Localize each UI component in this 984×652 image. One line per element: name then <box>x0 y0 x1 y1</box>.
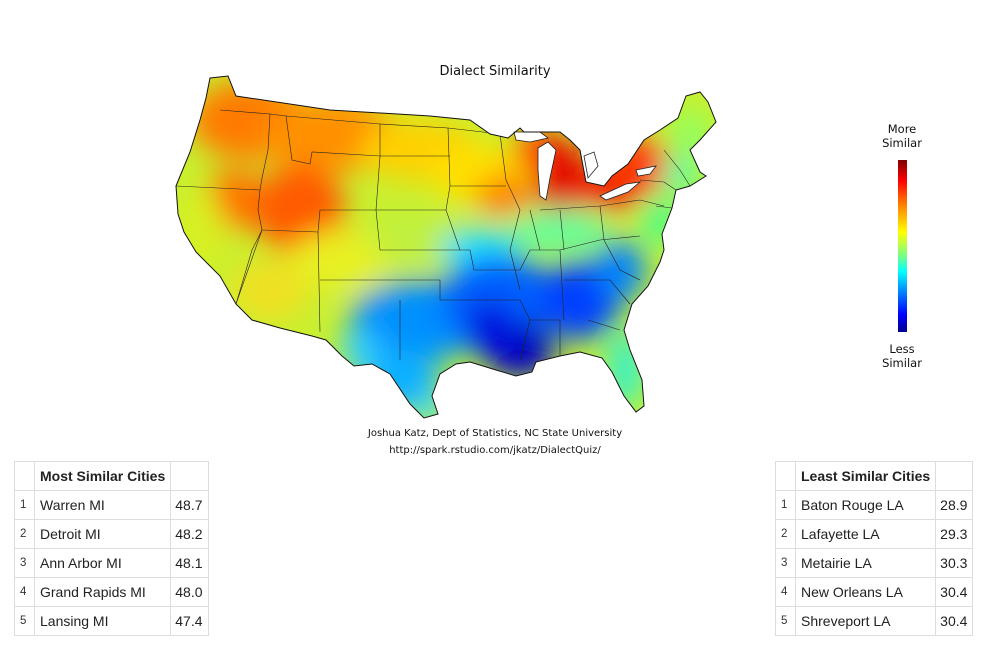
row-rank: 3 <box>775 548 796 578</box>
row-rank: 5 <box>775 606 796 636</box>
row-rank: 1 <box>14 490 35 520</box>
table-header-row: Most Similar Cities <box>14 461 209 491</box>
row-rank: 2 <box>775 519 796 549</box>
color-scale-bar <box>898 160 907 332</box>
city-score: 48.2 <box>170 519 209 549</box>
most-similar-header: Most Similar Cities <box>33 461 172 491</box>
score-header <box>170 461 209 491</box>
city-score: 30.4 <box>935 606 974 636</box>
city-name: Grand Rapids MI <box>33 577 172 607</box>
city-name: Shreveport LA <box>794 606 937 636</box>
score-header <box>935 461 974 491</box>
table-row: 1 Baton Rouge LA 28.9 <box>775 490 974 520</box>
legend-bottom-line-2: Similar <box>882 356 922 370</box>
great-lakes <box>513 131 657 201</box>
city-name: Lafayette LA <box>794 519 937 549</box>
row-rank: 2 <box>14 519 35 549</box>
city-score: 28.9 <box>935 490 974 520</box>
city-score: 47.4 <box>170 606 209 636</box>
table-row: 3 Metairie LA 30.3 <box>775 548 974 578</box>
us-outline <box>175 75 717 419</box>
city-name: Metairie LA <box>794 548 937 578</box>
legend-top-line-1: More <box>887 122 917 136</box>
city-score: 30.4 <box>935 577 974 607</box>
row-rank: 4 <box>775 577 796 607</box>
credit-author: Joshua Katz, Dept of Statistics, NC Stat… <box>367 428 623 439</box>
city-score: 48.1 <box>170 548 209 578</box>
table-row: 2 Detroit MI 48.2 <box>14 519 209 549</box>
map-title: Dialect Similarity <box>439 64 551 79</box>
city-name: Ann Arbor MI <box>33 548 172 578</box>
us-heat-map <box>175 75 717 419</box>
city-name: Detroit MI <box>33 519 172 549</box>
city-score: 48.7 <box>170 490 209 520</box>
table-row: 4 New Orleans LA 30.4 <box>775 577 974 607</box>
table-row: 4 Grand Rapids MI 48.0 <box>14 577 209 607</box>
city-score: 30.3 <box>935 548 974 578</box>
legend-top-line-2: Similar <box>882 136 922 150</box>
legend-bottom-label: Less Similar <box>872 342 932 370</box>
most-similar-table: Most Similar Cities 1 Warren MI 48.7 2 D… <box>14 461 209 636</box>
table-row: 3 Ann Arbor MI 48.1 <box>14 548 209 578</box>
table-row: 5 Lansing MI 47.4 <box>14 606 209 636</box>
city-score: 29.3 <box>935 519 974 549</box>
city-name: Baton Rouge LA <box>794 490 937 520</box>
index-header <box>14 461 35 491</box>
least-similar-table: Least Similar Cities 1 Baton Rouge LA 28… <box>775 461 974 636</box>
city-name: New Orleans LA <box>794 577 937 607</box>
credit-url: http://spark.rstudio.com/jkatz/DialectQu… <box>389 445 601 456</box>
table-row: 5 Shreveport LA 30.4 <box>775 606 974 636</box>
least-similar-header: Least Similar Cities <box>794 461 937 491</box>
city-score: 48.0 <box>170 577 209 607</box>
table-row: 2 Lafayette LA 29.3 <box>775 519 974 549</box>
legend-top-label: More Similar <box>872 122 932 150</box>
table-header-row: Least Similar Cities <box>775 461 974 491</box>
row-rank: 4 <box>14 577 35 607</box>
index-header <box>775 461 796 491</box>
city-name: Lansing MI <box>33 606 172 636</box>
legend-bottom-line-1: Less <box>889 342 915 356</box>
state-borders <box>176 109 691 361</box>
row-rank: 1 <box>775 490 796 520</box>
row-rank: 3 <box>14 548 35 578</box>
row-rank: 5 <box>14 606 35 636</box>
city-name: Warren MI <box>33 490 172 520</box>
table-row: 1 Warren MI 48.7 <box>14 490 209 520</box>
